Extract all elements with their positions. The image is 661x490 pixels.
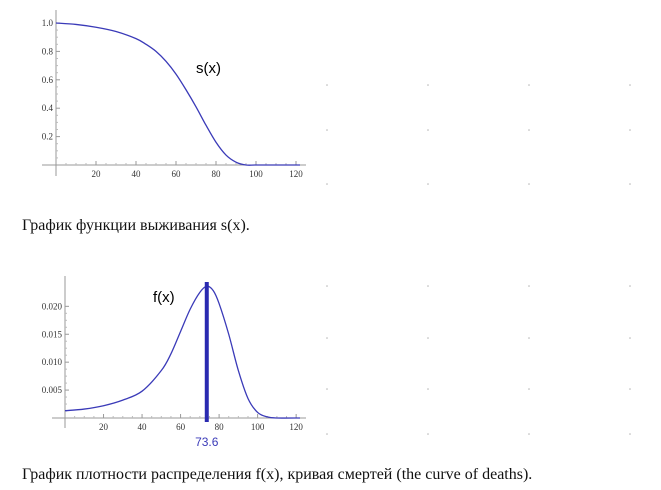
density-x-tick-label: 80 <box>215 422 225 432</box>
survival-x-tick-label: 80 <box>212 169 222 179</box>
survival-grid-dot <box>629 129 631 131</box>
density-y-tick-label: 0.005 <box>42 385 63 395</box>
survival-curve <box>55 22 300 166</box>
survival-x-tick-label: 20 <box>92 169 102 179</box>
survival-y-tick-label: 0.8 <box>42 46 54 56</box>
density-y-ticks: 0.005 0.010 0.015 0.020 <box>42 301 69 412</box>
survival-curve-label: s(x) <box>196 60 221 77</box>
survival-x-ticks: 20 40 60 80 100 120 <box>65 161 303 179</box>
density-x-tick-label: 120 <box>289 422 303 432</box>
survival-x-tick-label: 100 <box>249 169 263 179</box>
survival-grid-dots <box>326 84 631 185</box>
density-grid-dots <box>326 285 631 435</box>
survival-y-ticks: 0.2 0.4 0.6 0.8 1.0 <box>42 18 60 159</box>
survival-grid-dot <box>528 129 530 131</box>
survival-y-tick-label: 0.6 <box>42 75 54 85</box>
survival-grid-dot <box>326 129 328 131</box>
density-grid-dot <box>629 388 631 390</box>
survival-grid-dot <box>427 183 429 185</box>
density-grid-dot <box>528 433 530 435</box>
density-grid-dot <box>326 433 328 435</box>
density-grid-dot <box>427 433 429 435</box>
survival-x-tick-label: 120 <box>289 169 303 179</box>
density-grid-dot <box>528 388 530 390</box>
density-y-tick-label: 0.015 <box>42 329 63 339</box>
density-grid-dot <box>528 337 530 339</box>
density-x-tick-label: 100 <box>251 422 265 432</box>
survival-grid-dot <box>629 84 631 86</box>
survival-grid-dot <box>528 183 530 185</box>
density-x-tick-label: 60 <box>176 422 186 432</box>
density-x-tick-label: 40 <box>138 422 148 432</box>
density-grid-dot <box>629 285 631 287</box>
density-curve <box>64 285 301 419</box>
survival-y-tick-label: 0.2 <box>42 132 53 142</box>
survival-x-tick-label: 60 <box>172 169 182 179</box>
density-grid-dot <box>528 285 530 287</box>
density-y-tick-label: 0.010 <box>42 357 63 367</box>
survival-grid-dot <box>528 84 530 86</box>
density-caption: График плотности распределения f(x), кри… <box>22 466 533 483</box>
density-grid-dot <box>427 388 429 390</box>
density-grid-dot <box>326 337 328 339</box>
density-grid-dot <box>326 285 328 287</box>
density-grid-dot <box>427 337 429 339</box>
survival-grid-dot <box>326 183 328 185</box>
survival-grid-dot <box>326 84 328 86</box>
density-curve-label: f(x) <box>153 289 175 306</box>
density-grid-dot <box>629 337 631 339</box>
survival-y-tick-label: 1.0 <box>42 18 54 28</box>
survival-grid-dot <box>427 84 429 86</box>
density-mode-label: 73.6 <box>195 435 219 449</box>
survival-x-tick-label: 40 <box>132 169 142 179</box>
survival-caption: График функции выживания s(x). <box>22 217 250 234</box>
density-x-ticks: 20 40 60 80 100 120 <box>74 414 303 432</box>
density-grid-dot <box>427 285 429 287</box>
density-chart: 0.005 0.010 0.015 0.020 20 40 60 80 100 120 73.6… <box>42 276 631 449</box>
survival-grid-dot <box>427 129 429 131</box>
density-y-tick-label: 0.020 <box>42 301 63 311</box>
survival-y-tick-label: 0.4 <box>42 103 54 113</box>
density-grid-dot <box>629 433 631 435</box>
density-x-tick-label: 20 <box>99 422 109 432</box>
survival-chart: 0.2 0.4 0.6 0.8 1.0 20 40 60 80 100 120 s(x) <box>42 10 631 185</box>
density-grid-dot <box>326 388 328 390</box>
survival-grid-dot <box>629 183 631 185</box>
